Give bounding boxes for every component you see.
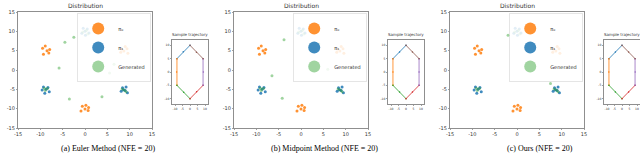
svg-text:0: 0 — [83, 131, 86, 137]
svg-text:-5: -5 — [613, 107, 616, 111]
svg-text:0: 0 — [405, 107, 407, 111]
svg-text:5: 5 — [228, 47, 231, 53]
svg-text:Sample trajectory: Sample trajectory — [172, 32, 208, 37]
svg-text:Generated: Generated — [334, 64, 361, 70]
svg-text:0: 0 — [599, 70, 601, 74]
svg-text:0: 0 — [12, 67, 15, 73]
svg-text:-5: -5 — [10, 86, 15, 92]
svg-text:0: 0 — [228, 67, 231, 73]
svg-text:-5: -5 — [181, 107, 184, 111]
svg-text:10: 10 — [203, 107, 207, 111]
svg-text:0: 0 — [189, 107, 191, 111]
svg-text:5: 5 — [444, 47, 447, 53]
svg-text:Generated: Generated — [550, 64, 577, 70]
svg-text:-10: -10 — [223, 105, 231, 111]
svg-text:-5: -5 — [60, 131, 65, 137]
svg-text:5: 5 — [106, 131, 109, 137]
svg-text:5: 5 — [538, 131, 541, 137]
svg-text:15: 15 — [9, 9, 15, 15]
svg-text:5: 5 — [629, 107, 631, 111]
svg-text:Distribution: Distribution — [284, 2, 319, 9]
svg-text:-15: -15 — [223, 125, 231, 131]
svg-text:-15: -15 — [14, 131, 22, 137]
svg-text:10: 10 — [225, 28, 231, 34]
svg-text:5: 5 — [322, 131, 325, 137]
svg-text:0: 0 — [167, 70, 169, 74]
svg-text:π₀: π₀ — [334, 26, 339, 32]
svg-text:-5: -5 — [276, 131, 281, 137]
svg-text:-10: -10 — [380, 97, 385, 101]
svg-text:-5: -5 — [442, 86, 447, 92]
svg-text:15: 15 — [365, 131, 371, 137]
svg-text:-10: -10 — [389, 107, 394, 111]
svg-text:0: 0 — [299, 131, 302, 137]
svg-text:5: 5 — [599, 57, 601, 61]
svg-text:15: 15 — [441, 9, 447, 15]
svg-text:-10: -10 — [605, 107, 610, 111]
svg-text:Distribution: Distribution — [68, 2, 103, 9]
svg-text:10: 10 — [635, 107, 639, 111]
svg-text:π₁: π₁ — [550, 45, 555, 51]
svg-text:-5: -5 — [598, 83, 601, 87]
svg-text:-10: -10 — [36, 131, 44, 137]
svg-text:π₀: π₀ — [550, 26, 555, 32]
svg-text:10: 10 — [126, 131, 132, 137]
svg-text:-15: -15 — [230, 131, 238, 137]
svg-text:Sample trajectory: Sample trajectory — [604, 32, 640, 37]
svg-text:-10: -10 — [173, 107, 178, 111]
svg-text:10: 10 — [9, 28, 15, 34]
svg-text:π₁: π₁ — [334, 45, 339, 51]
svg-text:-10: -10 — [164, 97, 169, 101]
svg-text:-5: -5 — [226, 86, 231, 92]
svg-text:(a) Euler Method (NFE = 20): (a) Euler Method (NFE = 20) — [61, 144, 155, 153]
svg-text:5: 5 — [12, 47, 15, 53]
svg-text:5: 5 — [197, 107, 199, 111]
svg-text:-5: -5 — [382, 83, 385, 87]
svg-text:10: 10 — [419, 107, 423, 111]
svg-text:-5: -5 — [166, 83, 169, 87]
svg-text:0: 0 — [444, 67, 447, 73]
svg-text:-10: -10 — [468, 131, 476, 137]
svg-text:0: 0 — [515, 131, 518, 137]
svg-text:0: 0 — [621, 107, 623, 111]
svg-text:10: 10 — [165, 43, 169, 47]
svg-text:π₁: π₁ — [118, 45, 123, 51]
svg-text:5: 5 — [167, 57, 169, 61]
svg-text:-5: -5 — [492, 131, 497, 137]
svg-text:Distribution: Distribution — [500, 2, 535, 9]
svg-text:15: 15 — [149, 131, 155, 137]
svg-text:-10: -10 — [7, 105, 15, 111]
svg-text:-10: -10 — [252, 131, 260, 137]
svg-text:-15: -15 — [446, 131, 454, 137]
svg-text:-15: -15 — [439, 125, 447, 131]
svg-text:π₀: π₀ — [118, 26, 123, 32]
svg-text:-10: -10 — [439, 105, 447, 111]
svg-text:5: 5 — [413, 107, 415, 111]
svg-text:-10: -10 — [596, 97, 601, 101]
svg-text:5: 5 — [383, 57, 385, 61]
svg-text:10: 10 — [381, 43, 385, 47]
svg-text:-5: -5 — [397, 107, 400, 111]
svg-text:10: 10 — [558, 131, 564, 137]
svg-text:10: 10 — [597, 43, 601, 47]
svg-text:(c) Ours (NFE = 20): (c) Ours (NFE = 20) — [507, 144, 573, 153]
svg-text:10: 10 — [441, 28, 447, 34]
svg-text:Generated: Generated — [118, 64, 145, 70]
svg-text:10: 10 — [342, 131, 348, 137]
svg-text:0: 0 — [383, 70, 385, 74]
svg-text:15: 15 — [225, 9, 231, 15]
svg-text:Sample trajectory: Sample trajectory — [388, 32, 424, 37]
svg-text:(b) Midpoint Method (NFE = 20): (b) Midpoint Method (NFE = 20) — [271, 144, 378, 153]
svg-text:15: 15 — [581, 131, 587, 137]
svg-text:-15: -15 — [7, 125, 15, 131]
